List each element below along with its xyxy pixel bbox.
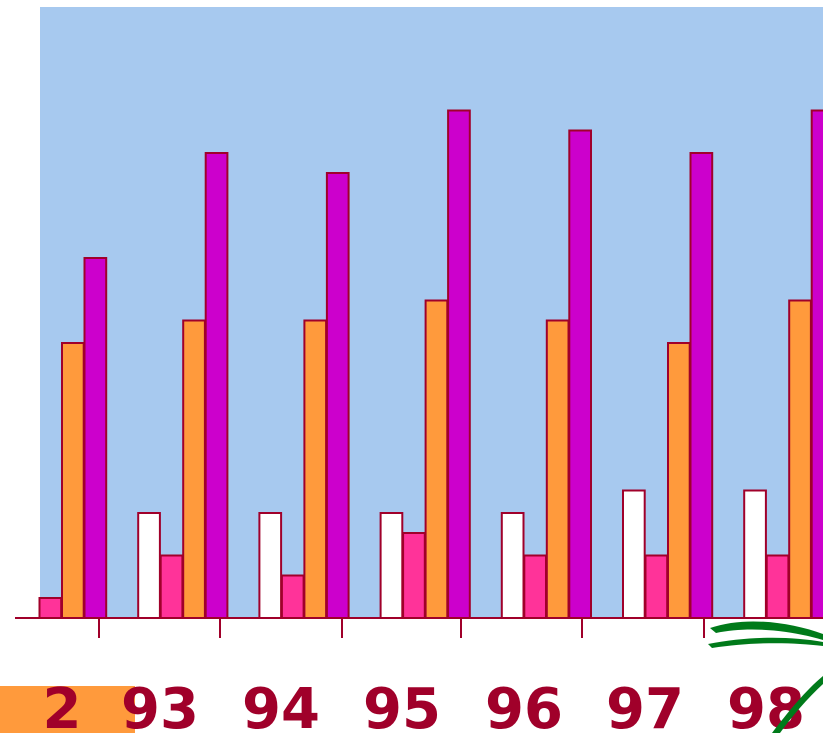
- bar-93-series-1: [138, 513, 160, 618]
- bar-95-series-2: [403, 533, 425, 618]
- green-leaf-stroke-1: [710, 621, 823, 640]
- bar-93-series-2: [161, 556, 183, 619]
- bar-2-series-4: [85, 258, 107, 618]
- x-tick-label-95: 95: [363, 677, 441, 733]
- x-tick-label-2: 2: [43, 677, 82, 733]
- bar-97-series-3: [668, 343, 690, 618]
- bar-98-series-1: [744, 491, 766, 619]
- bar-95-series-3: [426, 301, 448, 619]
- x-tick-label-96: 96: [485, 677, 563, 733]
- bar-96-series-2: [524, 556, 546, 619]
- x-tick-label-94: 94: [242, 677, 320, 733]
- x-axis-labels: 2 93 94 95 96 97 98: [43, 677, 805, 733]
- x-tick-label-98: 98: [727, 677, 805, 733]
- bar-93-series-3: [183, 321, 205, 619]
- bar-97-series-1: [623, 491, 645, 619]
- bar-98-series-4: [812, 111, 823, 619]
- green-leaf-stroke-2: [708, 638, 823, 648]
- bar-94-series-2: [282, 576, 304, 619]
- bar-98-series-2: [767, 556, 789, 619]
- bar-95-series-1: [381, 513, 403, 618]
- bar-2-series-2: [40, 598, 62, 618]
- bar-94-series-4: [327, 173, 349, 618]
- bar-94-series-1: [259, 513, 281, 618]
- bar-95-series-4: [448, 111, 470, 619]
- x-tick-label-97: 97: [606, 677, 684, 733]
- bar-98-series-3: [789, 301, 811, 619]
- x-axis-ticks: [99, 618, 704, 638]
- bar-93-series-4: [206, 153, 228, 618]
- bar-97-series-2: [646, 556, 668, 619]
- bar-96-series-4: [569, 131, 591, 619]
- bar-97-series-4: [691, 153, 713, 618]
- bar-94-series-3: [304, 321, 326, 619]
- bar-96-series-1: [502, 513, 524, 618]
- x-tick-label-93: 93: [121, 677, 199, 733]
- bar-2-series-3: [62, 343, 84, 618]
- bar-96-series-3: [547, 321, 569, 619]
